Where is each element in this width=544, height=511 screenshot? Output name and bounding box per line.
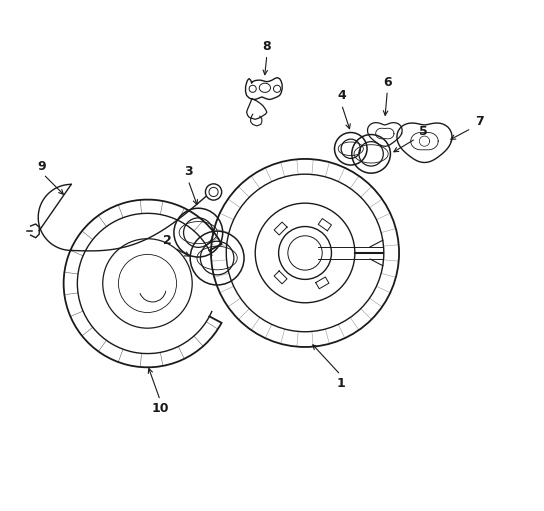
Text: 3: 3 (184, 165, 193, 178)
Text: 6: 6 (383, 76, 392, 89)
Text: 4: 4 (337, 89, 346, 102)
Text: 5: 5 (419, 125, 428, 138)
Text: 7: 7 (475, 115, 484, 128)
Text: 10: 10 (151, 403, 169, 415)
Circle shape (206, 184, 222, 200)
Text: 8: 8 (263, 40, 271, 53)
Text: 1: 1 (336, 377, 345, 390)
Text: 2: 2 (163, 234, 172, 247)
Text: 9: 9 (38, 160, 46, 173)
